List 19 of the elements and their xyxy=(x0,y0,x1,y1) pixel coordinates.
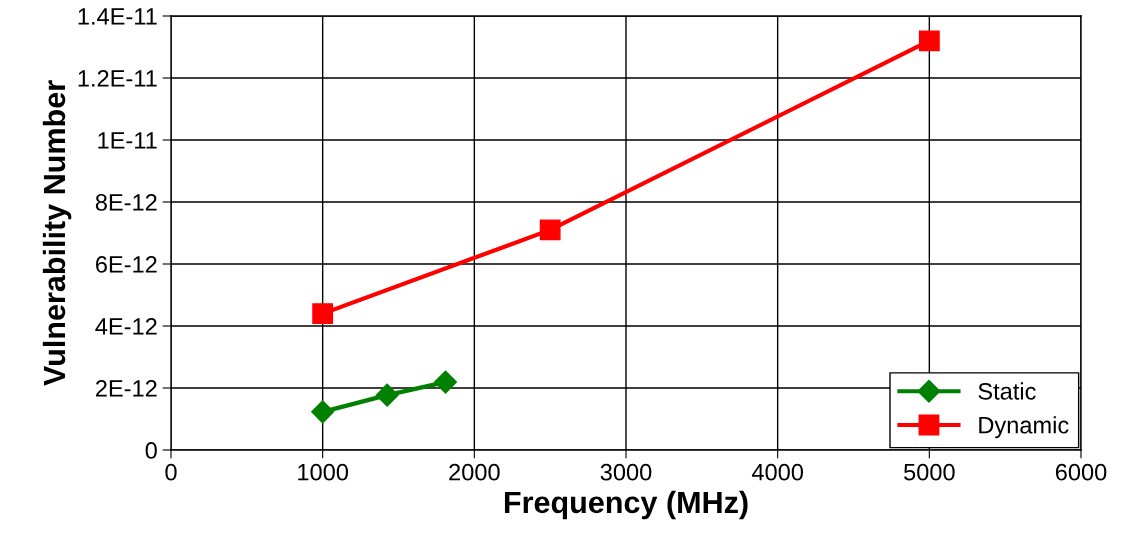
x-axis-title: Frequency (MHz) xyxy=(504,490,748,520)
x-tick-label: 2000 xyxy=(449,463,500,481)
x-tick-label: 6000 xyxy=(1055,463,1107,481)
y-tick-label: 1.4E-11 xyxy=(78,8,157,25)
y-tick-label: 2E-12 xyxy=(95,380,157,397)
legend-label: Static xyxy=(978,382,1036,400)
y-tick-label: 4E-12 xyxy=(95,318,157,335)
y-tick-label: 0 xyxy=(145,442,157,459)
y-tick-label: 6E-12 xyxy=(96,256,157,273)
legend-label: Dynamic xyxy=(979,416,1069,439)
x-tick-label: 0 xyxy=(165,463,177,481)
y-tick-label: 1E-11 xyxy=(98,132,157,149)
x-tick-label: 1000 xyxy=(298,463,349,481)
y-tick-label: 8E-12 xyxy=(95,194,157,211)
y-axis-title: Vulnerability Number xyxy=(42,80,72,386)
x-tick-label: 3000 xyxy=(600,463,652,481)
y-tick-label: 1.2E-11 xyxy=(78,70,157,87)
x-tick-label: 4000 xyxy=(751,463,804,481)
x-tick-label: 5000 xyxy=(904,463,955,481)
